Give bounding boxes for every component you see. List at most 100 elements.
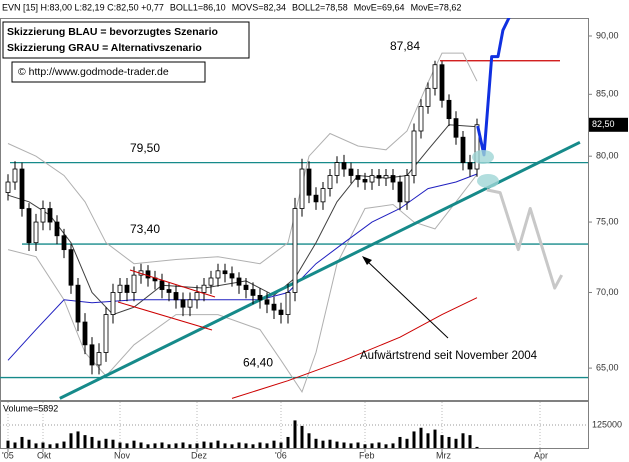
volume-bar: [300, 425, 304, 448]
x-tick-label: Mrz: [436, 450, 451, 460]
volume-bar: [202, 441, 206, 448]
x-tick-label: '06: [275, 450, 287, 460]
candle-body: [467, 162, 473, 170]
candle-body: [439, 64, 445, 101]
volume-bar: [405, 438, 409, 448]
candle-body: [334, 162, 340, 176]
volume-bar: [265, 443, 269, 448]
candle-body: [257, 294, 263, 301]
x-tick-label: Okt: [37, 450, 52, 460]
volume-bar: [391, 443, 395, 448]
volume-bar: [34, 443, 38, 448]
volume-bar: [216, 440, 220, 448]
volume-bar: [342, 442, 346, 448]
header-item: BOLL1=86,10: [170, 2, 226, 12]
volume-bar: [6, 440, 10, 448]
volume-bar: [174, 443, 178, 448]
volume-bar: [195, 443, 199, 448]
scenario-line: [486, 188, 564, 290]
header-item: BOLL2=78,58: [292, 2, 348, 12]
y-tick-label: 65,00: [596, 362, 619, 372]
source: © http://www.godmode-trader.de: [18, 66, 169, 78]
channel-line: [129, 269, 216, 298]
y-tick-label: 80,00: [596, 151, 619, 161]
candle-body: [131, 274, 137, 293]
candle-body: [54, 221, 60, 237]
last-price-label: 82,50: [592, 119, 615, 129]
main-panel: [0, 18, 589, 401]
candle-body: [390, 175, 396, 183]
candle-body: [250, 289, 256, 296]
candle-body: [26, 208, 32, 244]
volume-bar: [433, 429, 437, 448]
candle-body: [124, 284, 130, 293]
candle-body: [432, 64, 438, 89]
candle-body: [19, 168, 25, 209]
volume-bar: [223, 443, 227, 448]
candle-body: [75, 284, 81, 323]
plot-area: [0, 18, 588, 400]
volume-bar: [230, 444, 234, 448]
header: EVN [15] H:83,00 L:82,19 C:82,50 +0,77 BO…: [2, 2, 461, 12]
candle-body: [194, 292, 200, 301]
candle-body: [341, 162, 347, 170]
volume-bar: [153, 443, 157, 448]
volume-bar: [468, 435, 472, 448]
candle-body: [40, 208, 46, 223]
volume-bar: [286, 436, 290, 448]
candle-body: [187, 299, 193, 308]
x-tick-label: Feb: [359, 450, 375, 460]
candle-body: [89, 344, 95, 366]
volume-bar: [426, 433, 430, 448]
candle-body: [278, 309, 284, 315]
candle-body: [82, 321, 88, 346]
volume-bar: [62, 441, 66, 448]
volume-bar: [321, 440, 325, 448]
y-tick-label: 75,00: [596, 216, 619, 226]
channel-line: [117, 301, 213, 331]
arrowhead: [362, 256, 372, 265]
candle-body: [404, 175, 410, 203]
volume-bar: [244, 443, 248, 448]
source-box: [11, 61, 206, 83]
x-tick-label: Apr: [534, 450, 548, 460]
level-label: 64,40: [243, 356, 273, 370]
candle-body: [397, 181, 403, 203]
candle-body: [103, 314, 109, 353]
candle-body: [5, 181, 11, 193]
candle-body: [222, 270, 228, 275]
candle-body: [159, 280, 165, 290]
volume-bar: [83, 435, 87, 448]
candle-body: [229, 273, 235, 279]
volume-bar: [132, 440, 136, 448]
candle-body: [313, 194, 319, 203]
volume-bar: [363, 444, 367, 448]
x-tick-label: Nov: [114, 450, 131, 460]
header-item: EVN [15] H:83,00 L:82,19 C:82,50 +0,77: [2, 2, 164, 12]
volume-bar: [349, 443, 353, 448]
volume-tick-label: 125000: [592, 419, 622, 429]
candle-body: [376, 175, 382, 179]
candle-body: [383, 175, 389, 179]
volume-bar: [356, 442, 360, 448]
volume-bar: [209, 442, 213, 448]
volume-bar: [461, 433, 465, 448]
volume-bar: [55, 443, 59, 448]
volume-bar: [279, 442, 283, 448]
volume-bar: [76, 431, 80, 448]
volume-bar: [146, 444, 150, 448]
candle-body: [215, 270, 221, 279]
volume-bar: [440, 435, 444, 448]
candle-body: [47, 208, 53, 223]
candle-body: [299, 168, 305, 209]
candle-body: [355, 175, 361, 180]
candle-body: [145, 270, 151, 279]
volume-bar: [13, 442, 17, 448]
candle-body: [166, 289, 172, 293]
candle-body: [327, 175, 333, 189]
arrow: [365, 259, 449, 339]
header-item: MovE=69,64: [354, 2, 405, 12]
volume-bar: [419, 427, 423, 448]
note: Skizzierung GRAU = Alternativszenario: [7, 42, 202, 54]
